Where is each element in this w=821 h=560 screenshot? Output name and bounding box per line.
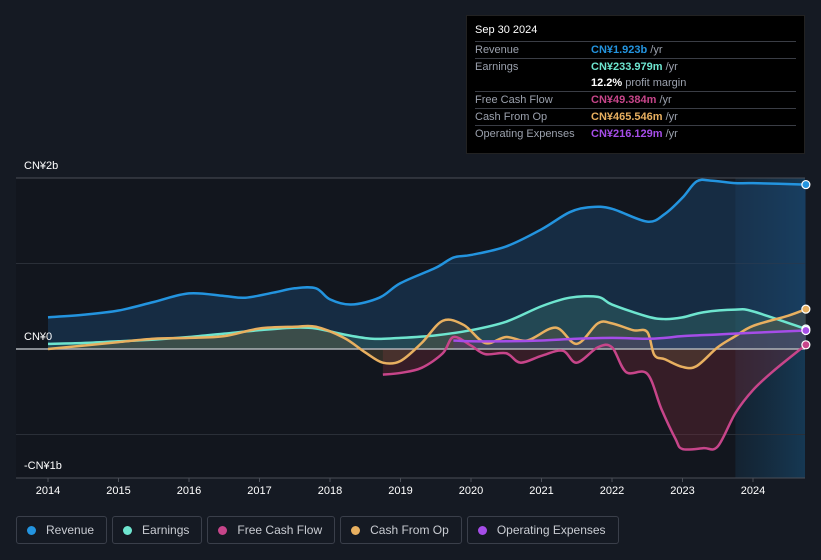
tooltip-row: Earnings CN¥233.979m/yr <box>475 58 796 75</box>
series-endpoint-revenue <box>801 179 811 190</box>
series-endpoint-operating-expenses <box>801 325 811 336</box>
series-line-revenue <box>47 178 806 319</box>
legend-label: Free Cash Flow <box>237 523 323 537</box>
x-tick-label: 2019 <box>388 485 413 497</box>
legend-item-operating-expenses[interactable]: Operating Expenses <box>466 516 619 544</box>
tooltip-row: Cash From Op CN¥465.546m/yr <box>475 108 796 125</box>
legend-item-free-cash-flow[interactable]: Free Cash Flow <box>207 516 336 544</box>
legend-dot-icon <box>123 525 133 535</box>
legend-dot-icon <box>351 525 361 535</box>
tooltip-row: Operating Expenses CN¥216.129m/yr <box>475 125 796 142</box>
legend-item-cash-from-op[interactable]: Cash From Op <box>340 516 462 544</box>
tooltip-value: CN¥465.546m <box>591 111 663 123</box>
legend-label: Operating Expenses <box>496 523 606 537</box>
legend: Revenue Earnings Free Cash Flow Cash From O… <box>16 516 619 544</box>
tooltip-unit: profit margin <box>625 77 687 89</box>
tooltip-row: Free Cash Flow CN¥49.384m/yr <box>475 91 796 108</box>
tooltip-label: Free Cash Flow <box>475 94 553 106</box>
legend-label: Earnings <box>142 523 190 537</box>
legend-item-revenue[interactable]: Revenue <box>16 516 108 544</box>
x-tick-label: 2017 <box>247 485 272 497</box>
tooltip-value: CN¥233.979m <box>591 61 663 73</box>
tooltip-label: Earnings <box>475 61 519 73</box>
tooltip-value: CN¥49.384m <box>591 94 657 106</box>
legend-item-earnings[interactable]: Earnings <box>112 516 203 544</box>
tooltip-label: Operating Expenses <box>475 128 575 140</box>
tooltip-unit: /yr <box>665 61 678 73</box>
x-tick-label: 2016 <box>176 485 202 497</box>
legend-label: Revenue <box>46 523 95 537</box>
tooltip-date: Sep 30 2024 <box>475 24 538 36</box>
series-line-operating-expenses <box>453 329 806 343</box>
series-area-earnings <box>48 296 806 349</box>
x-tick-label: 2015 <box>106 485 131 497</box>
tooltip-value: CN¥216.129m <box>591 128 663 140</box>
y-tick-label: -CN¥1b <box>24 460 62 472</box>
x-tick-label: 2024 <box>740 485 766 497</box>
tooltip-row: Revenue CN¥1.923b/yr <box>475 41 796 58</box>
chart-svg <box>16 177 811 482</box>
legend-dot-icon <box>27 525 36 535</box>
legend-dot-icon <box>218 525 228 535</box>
legend-dot-icon <box>477 525 487 535</box>
tooltip-value: CN¥1.923b <box>591 44 648 56</box>
y-tick-label: CN¥2b <box>24 160 59 172</box>
legend-label: Cash From Op <box>370 523 449 537</box>
x-tick-label: 2018 <box>317 485 343 497</box>
x-tick-label: 2023 <box>670 485 695 497</box>
series-line-free-cash-flow <box>382 335 807 451</box>
tooltip-label: Revenue <box>475 44 520 56</box>
x-tick-label: 2020 <box>458 485 484 497</box>
series-endpoint-free-cash-flow <box>801 340 811 350</box>
tooltip-unit: /yr <box>665 111 678 123</box>
tooltip-unit: /yr <box>659 94 672 106</box>
tooltip: Sep 30 2024 Revenue CN¥1.923b/yr Earnings C… <box>466 15 805 154</box>
tooltip-label: Cash From Op <box>475 111 548 123</box>
tooltip-value: 12.2% <box>591 77 623 89</box>
tooltip-unit: /yr <box>665 128 678 140</box>
tooltip-row: 12.2% profit margin <box>475 75 796 91</box>
y-tick-label: CN¥0 <box>24 331 53 343</box>
x-tick-label: 2022 <box>599 485 625 497</box>
series-endpoint-cash-from-op <box>801 304 811 314</box>
plot-background <box>16 178 805 478</box>
tooltip-unit: /yr <box>650 44 663 56</box>
tooltip-label <box>475 75 591 91</box>
x-tick-label: 2021 <box>529 485 554 497</box>
x-tick-label: 2014 <box>35 485 61 497</box>
